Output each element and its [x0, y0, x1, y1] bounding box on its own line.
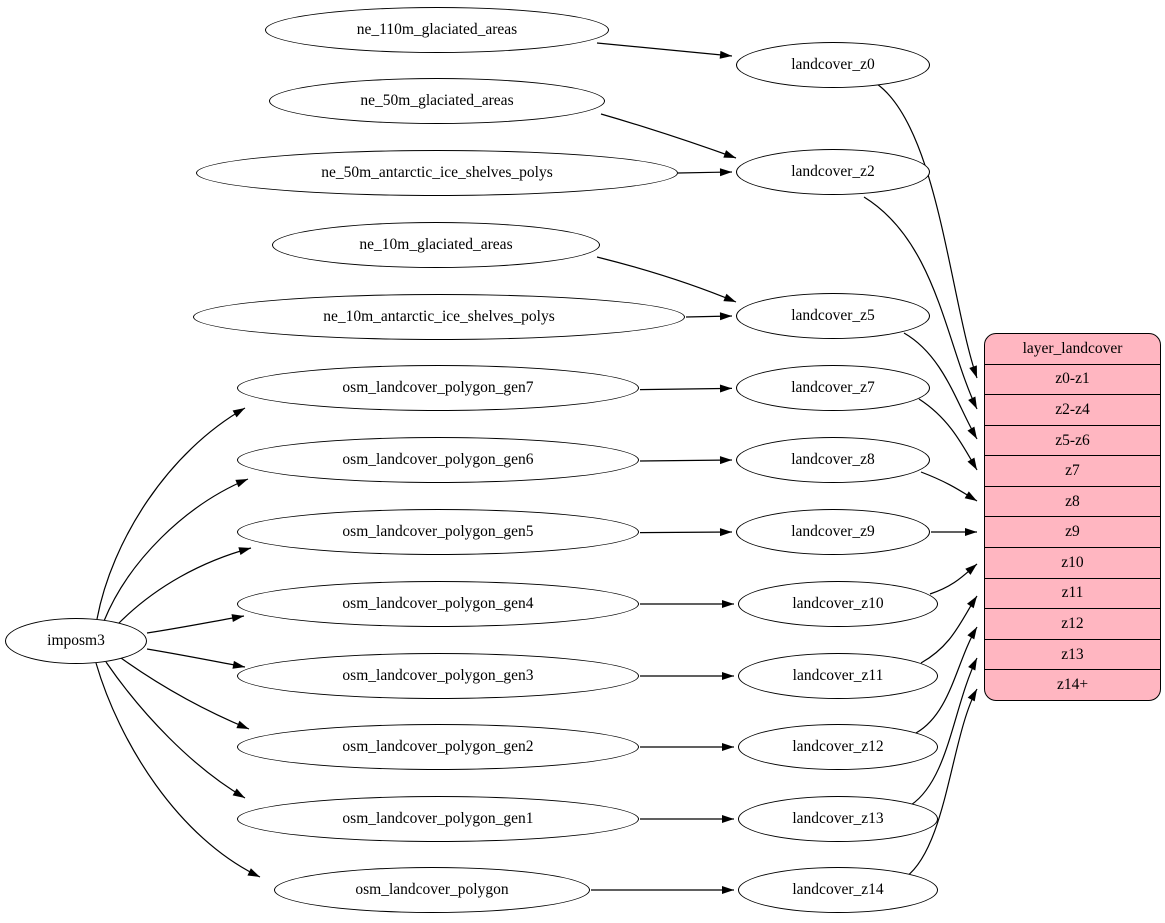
- node-ne-110m-glaciated-areas: ne_110m_glaciated_areas: [265, 7, 609, 53]
- table-layer-landcover: layer_landcover z0-z1 z2-z4 z5-z6 z7 z8 …: [984, 333, 1161, 701]
- table-row-z11: z11: [985, 577, 1160, 609]
- node-landcover-z13: landcover_z13: [738, 796, 938, 842]
- edge-z14-row: [905, 688, 978, 878]
- node-osm-landcover-polygon: osm_landcover_polygon: [274, 867, 590, 913]
- node-landcover-z9: landcover_z9: [736, 509, 930, 555]
- node-landcover-z2: landcover_z2: [736, 149, 930, 195]
- node-landcover-z0: landcover_z0: [736, 42, 930, 88]
- edge-z11-row: [920, 595, 978, 664]
- edge-z10-row: [929, 563, 978, 595]
- table-title: layer_landcover: [1022, 339, 1123, 357]
- node-osm-landcover-polygon-gen3: osm_landcover_polygon_gen3: [237, 653, 639, 699]
- node-landcover-z10: landcover_z10: [738, 581, 938, 627]
- edge-imposm3-gen1: [105, 661, 246, 799]
- edge-ne50m-ant-z2: [677, 168, 733, 177]
- edge-imposm3-gen6: [103, 478, 249, 622]
- edge-z12-row: [915, 626, 978, 734]
- table-row-z13: z13: [985, 638, 1160, 670]
- node-ne-10m-glaciated-areas: ne_10m_glaciated_areas: [272, 222, 600, 268]
- node-landcover-z7: landcover_z7: [736, 365, 930, 411]
- edge-ne110m-z0: [596, 42, 733, 59]
- edge-imposm3-gen2: [120, 657, 250, 730]
- node-ne-10m-antarctic-ice-shelves-polys: ne_10m_antarctic_ice_shelves_polys: [193, 294, 685, 340]
- table-row-z10: z10: [985, 547, 1160, 578]
- node-ne-50m-glaciated-areas: ne_50m_glaciated_areas: [269, 78, 605, 124]
- edge-z13-row: [910, 657, 978, 806]
- table-row-z0-z1: z0-z1: [985, 363, 1160, 395]
- node-landcover-z12: landcover_z12: [738, 724, 938, 770]
- edge-gen5-z9: [639, 528, 733, 537]
- edge-z8-row: [920, 471, 978, 502]
- edge-gen6-z8: [639, 456, 733, 465]
- node-landcover-z11: landcover_z11: [738, 653, 938, 699]
- edge-imposm3-gen7: [96, 407, 246, 620]
- node-osm-landcover-polygon-gen6: osm_landcover_polygon_gen6: [237, 437, 639, 483]
- edge-z2-row: [863, 196, 978, 410]
- table-row-z12: z12: [985, 608, 1160, 639]
- edge-imposm3-gen3: [146, 648, 246, 669]
- node-ne-50m-antarctic-ice-shelves-polys: ne_50m_antarctic_ice_shelves_polys: [196, 150, 678, 196]
- edge-gen7-z7: [639, 384, 733, 393]
- node-osm-landcover-polygon-gen4: osm_landcover_polygon_gen4: [237, 581, 639, 627]
- edge-imposm3-osm-polygon: [95, 662, 261, 878]
- table-row-z7: z7: [985, 455, 1160, 486]
- table-row-z5-z6: z5-z6: [985, 424, 1160, 456]
- edge-imposm3-gen5: [115, 547, 252, 627]
- edge-ne10m-z5: [596, 256, 737, 303]
- table-row-z2-z4: z2-z4: [985, 394, 1160, 425]
- edge-ne50m-z2: [600, 113, 737, 159]
- table-row-z9: z9: [985, 516, 1160, 547]
- node-landcover-z14: landcover_z14: [738, 867, 938, 913]
- node-landcover-z8: landcover_z8: [736, 437, 930, 483]
- table-row-z14: z14+: [985, 669, 1160, 700]
- table-row-z8: z8: [985, 485, 1160, 517]
- node-osm-landcover-polygon-gen5: osm_landcover_polygon_gen5: [237, 509, 639, 555]
- edge-z7-row: [918, 398, 978, 471]
- node-imposm3: imposm3: [5, 618, 147, 664]
- node-osm-landcover-polygon-gen7: osm_landcover_polygon_gen7: [237, 365, 639, 411]
- node-osm-landcover-polygon-gen2: osm_landcover_polygon_gen2: [237, 724, 639, 770]
- edge-z5-row: [903, 332, 978, 440]
- edge-imposm3-gen4: [146, 614, 245, 634]
- edge-z0-row: [876, 83, 978, 379]
- node-osm-landcover-polygon-gen1: osm_landcover_polygon_gen1: [237, 796, 639, 842]
- node-landcover-z5: landcover_z5: [736, 293, 930, 339]
- edge-ne10m-ant-z5: [685, 312, 733, 321]
